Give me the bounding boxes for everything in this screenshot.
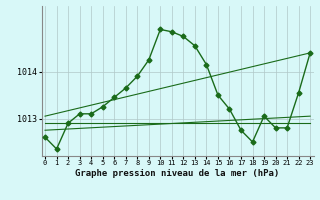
X-axis label: Graphe pression niveau de la mer (hPa): Graphe pression niveau de la mer (hPa): [76, 169, 280, 178]
